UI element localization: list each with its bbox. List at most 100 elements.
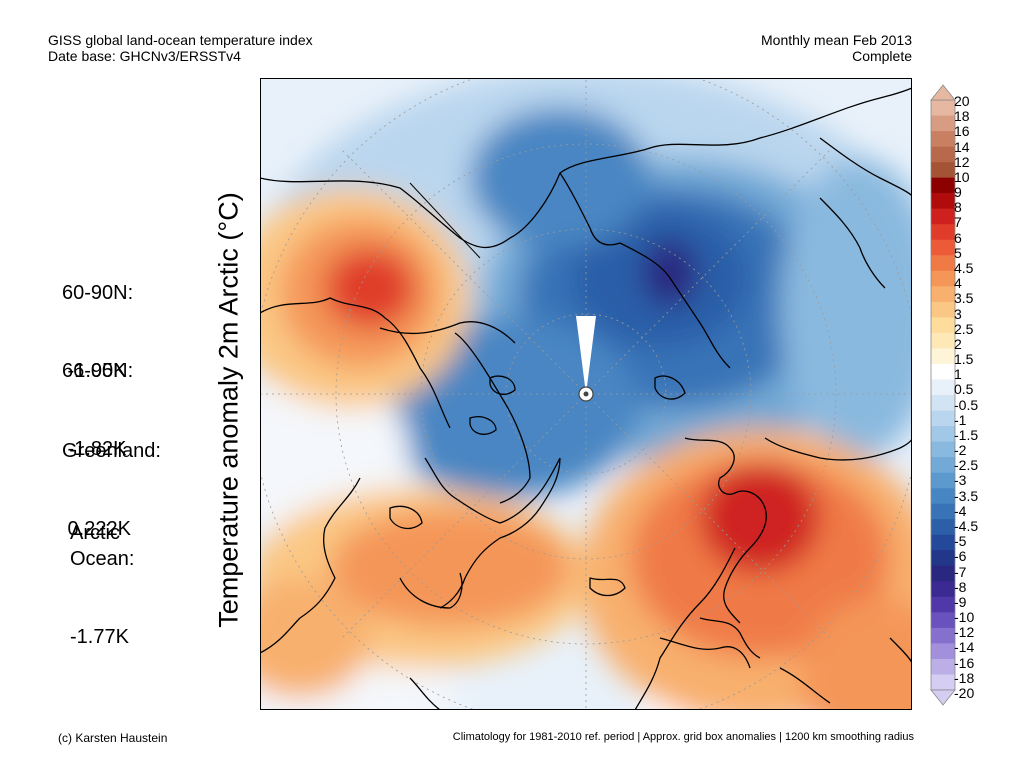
colorbar-tick-label: 4	[954, 275, 962, 292]
credit: (c) Karsten Haustein	[58, 731, 168, 745]
colorbar-tick-label: -12	[954, 624, 975, 641]
colorbar-tick-label: -9	[954, 593, 967, 610]
colorbar-segment	[931, 488, 955, 504]
colorbar-tick-label: -3	[954, 472, 967, 489]
colorbar-tick-label: 6	[954, 229, 962, 246]
colorbar-segment	[931, 550, 955, 567]
colorbar-tick-label: -6	[954, 548, 967, 565]
stat-66-90n: 66-90N: -1.82K	[62, 306, 133, 488]
colorbar-tick-label: 8	[954, 199, 962, 216]
colorbar-segment	[931, 395, 955, 411]
colorbar-segment	[931, 457, 955, 473]
colorbar-tick-label: -8	[954, 578, 967, 595]
colorbar-tick-label: 12	[954, 153, 970, 170]
colorbar-segment	[931, 100, 955, 116]
stat-value: -1.05K	[62, 360, 127, 382]
colorbar-segment	[931, 255, 955, 272]
stat-region: Greenland:	[62, 440, 161, 462]
colorbar-segment	[931, 565, 955, 582]
colorbar-segment	[931, 177, 955, 194]
colorbar-segment	[931, 162, 955, 178]
colorbar-tick-label: -0.5	[954, 396, 979, 413]
map-title: GISS global land-ocean temperature index	[48, 32, 313, 48]
colorbar-tick-label: -16	[954, 654, 975, 671]
header-right: Monthly mean Feb 2013 Complete	[761, 32, 912, 64]
colorbar-tick-label: -18	[954, 669, 975, 686]
colorbar-segment	[931, 379, 955, 396]
colorbar-segment	[931, 472, 955, 489]
colorbar-tick-label: 9	[954, 184, 962, 201]
colorbar-tick-label: 3.5	[954, 290, 974, 307]
colorbar-segment	[931, 208, 955, 225]
colorbar-segment	[931, 317, 955, 334]
stat-value: 0.222K	[62, 518, 131, 540]
colorbar-segment	[931, 674, 955, 691]
stat-value: -1.82K	[62, 438, 127, 460]
colorbar-tick-label: 0.5	[954, 381, 974, 398]
colorbar-segment	[931, 503, 955, 520]
colorbar-tick-label: -10	[954, 609, 975, 626]
colorbar-tick-label: 20	[954, 93, 970, 109]
colorbar-tick-label: 4.5	[954, 259, 974, 276]
colorbar-tick-label: 2	[954, 335, 962, 352]
colorbar	[930, 84, 956, 706]
period-label: Monthly mean Feb 2013	[761, 32, 912, 48]
colorbar-segment	[931, 270, 955, 287]
colorbar-segment	[931, 441, 955, 458]
colorbar-tick-label: 5	[954, 244, 962, 261]
colorbar-segment	[931, 301, 955, 318]
colorbar-tick-label: -14	[954, 639, 975, 656]
colorbar-tick-label: -3.5	[954, 487, 979, 504]
colorbar-tick-label: -2.5	[954, 457, 979, 474]
colorbar-segment	[931, 146, 955, 163]
colorbar-segment	[931, 519, 955, 536]
stat-greenland: Greenland: 0.222K	[62, 386, 161, 568]
colorbar-tick-label: -4.5	[954, 518, 979, 535]
colorbar-tick-label: -5	[954, 533, 967, 550]
stat-value: -1.77K	[70, 626, 129, 648]
colorbar-segment	[931, 224, 955, 241]
colorbar-tick-label: -1	[954, 411, 967, 428]
stat-60-90n: 60-90N: -1.05K	[62, 228, 133, 410]
colorbar-segment	[931, 239, 955, 256]
colorbar-tick-label: 18	[954, 108, 970, 125]
header-left: GISS global land-ocean temperature index…	[48, 32, 313, 64]
colorbar-segment	[931, 131, 955, 147]
colorbar-segment	[931, 348, 955, 365]
colorbar-segment	[931, 643, 955, 660]
colorbar-tick-label: 1	[954, 366, 962, 383]
colorbar-tick-label: -20	[954, 685, 975, 701]
stat-region: 60-90N:	[62, 282, 134, 304]
colorbar-tick-label: -4	[954, 502, 967, 519]
colorbar-segment	[931, 612, 955, 629]
colorbar-segment	[931, 581, 955, 598]
colorbar-tick-label: -1.5	[954, 426, 979, 443]
stat-region: Arctic Ocean:	[70, 522, 135, 570]
colorbar-tick-label: 16	[954, 123, 970, 140]
colorbar-segment	[931, 627, 955, 644]
colorbar-tick-label: 3	[954, 305, 962, 322]
data-base-label: Date base: GHCNv3/ERSSTv4	[48, 48, 241, 64]
colorbar-segment	[931, 286, 955, 303]
colorbar-tick-label: 2.5	[954, 320, 974, 337]
axis-label: Temperature anomaly 2m Arctic (°C)	[213, 192, 244, 628]
colorbar-segment	[931, 426, 955, 442]
footnote: Climatology for 1981-2010 ref. period | …	[452, 731, 914, 743]
colorbar-tick-label: 10	[954, 168, 970, 185]
colorbar-top-arrow	[930, 84, 956, 101]
stat-region: 66-90N:	[62, 360, 134, 382]
colorbar-tick-label: -7	[954, 563, 967, 580]
colorbar-segment	[931, 534, 955, 551]
colorbar-tick-label: 14	[954, 138, 970, 155]
stat-arctic-ocean: Arctic Ocean: -1.77K	[70, 468, 134, 676]
anomaly-map	[260, 78, 912, 710]
colorbar-bottom-arrow	[930, 689, 956, 706]
colorbar-segment	[931, 193, 955, 209]
colorbar-segment	[931, 115, 955, 132]
colorbar-segment	[931, 658, 955, 675]
colorbar-tick-label: 1.5	[954, 351, 974, 368]
colorbar-segment	[931, 410, 955, 427]
colorbar-segment	[931, 332, 955, 349]
colorbar-tick-label: 7	[954, 214, 962, 231]
colorbar-tick-label: -2	[954, 442, 967, 459]
